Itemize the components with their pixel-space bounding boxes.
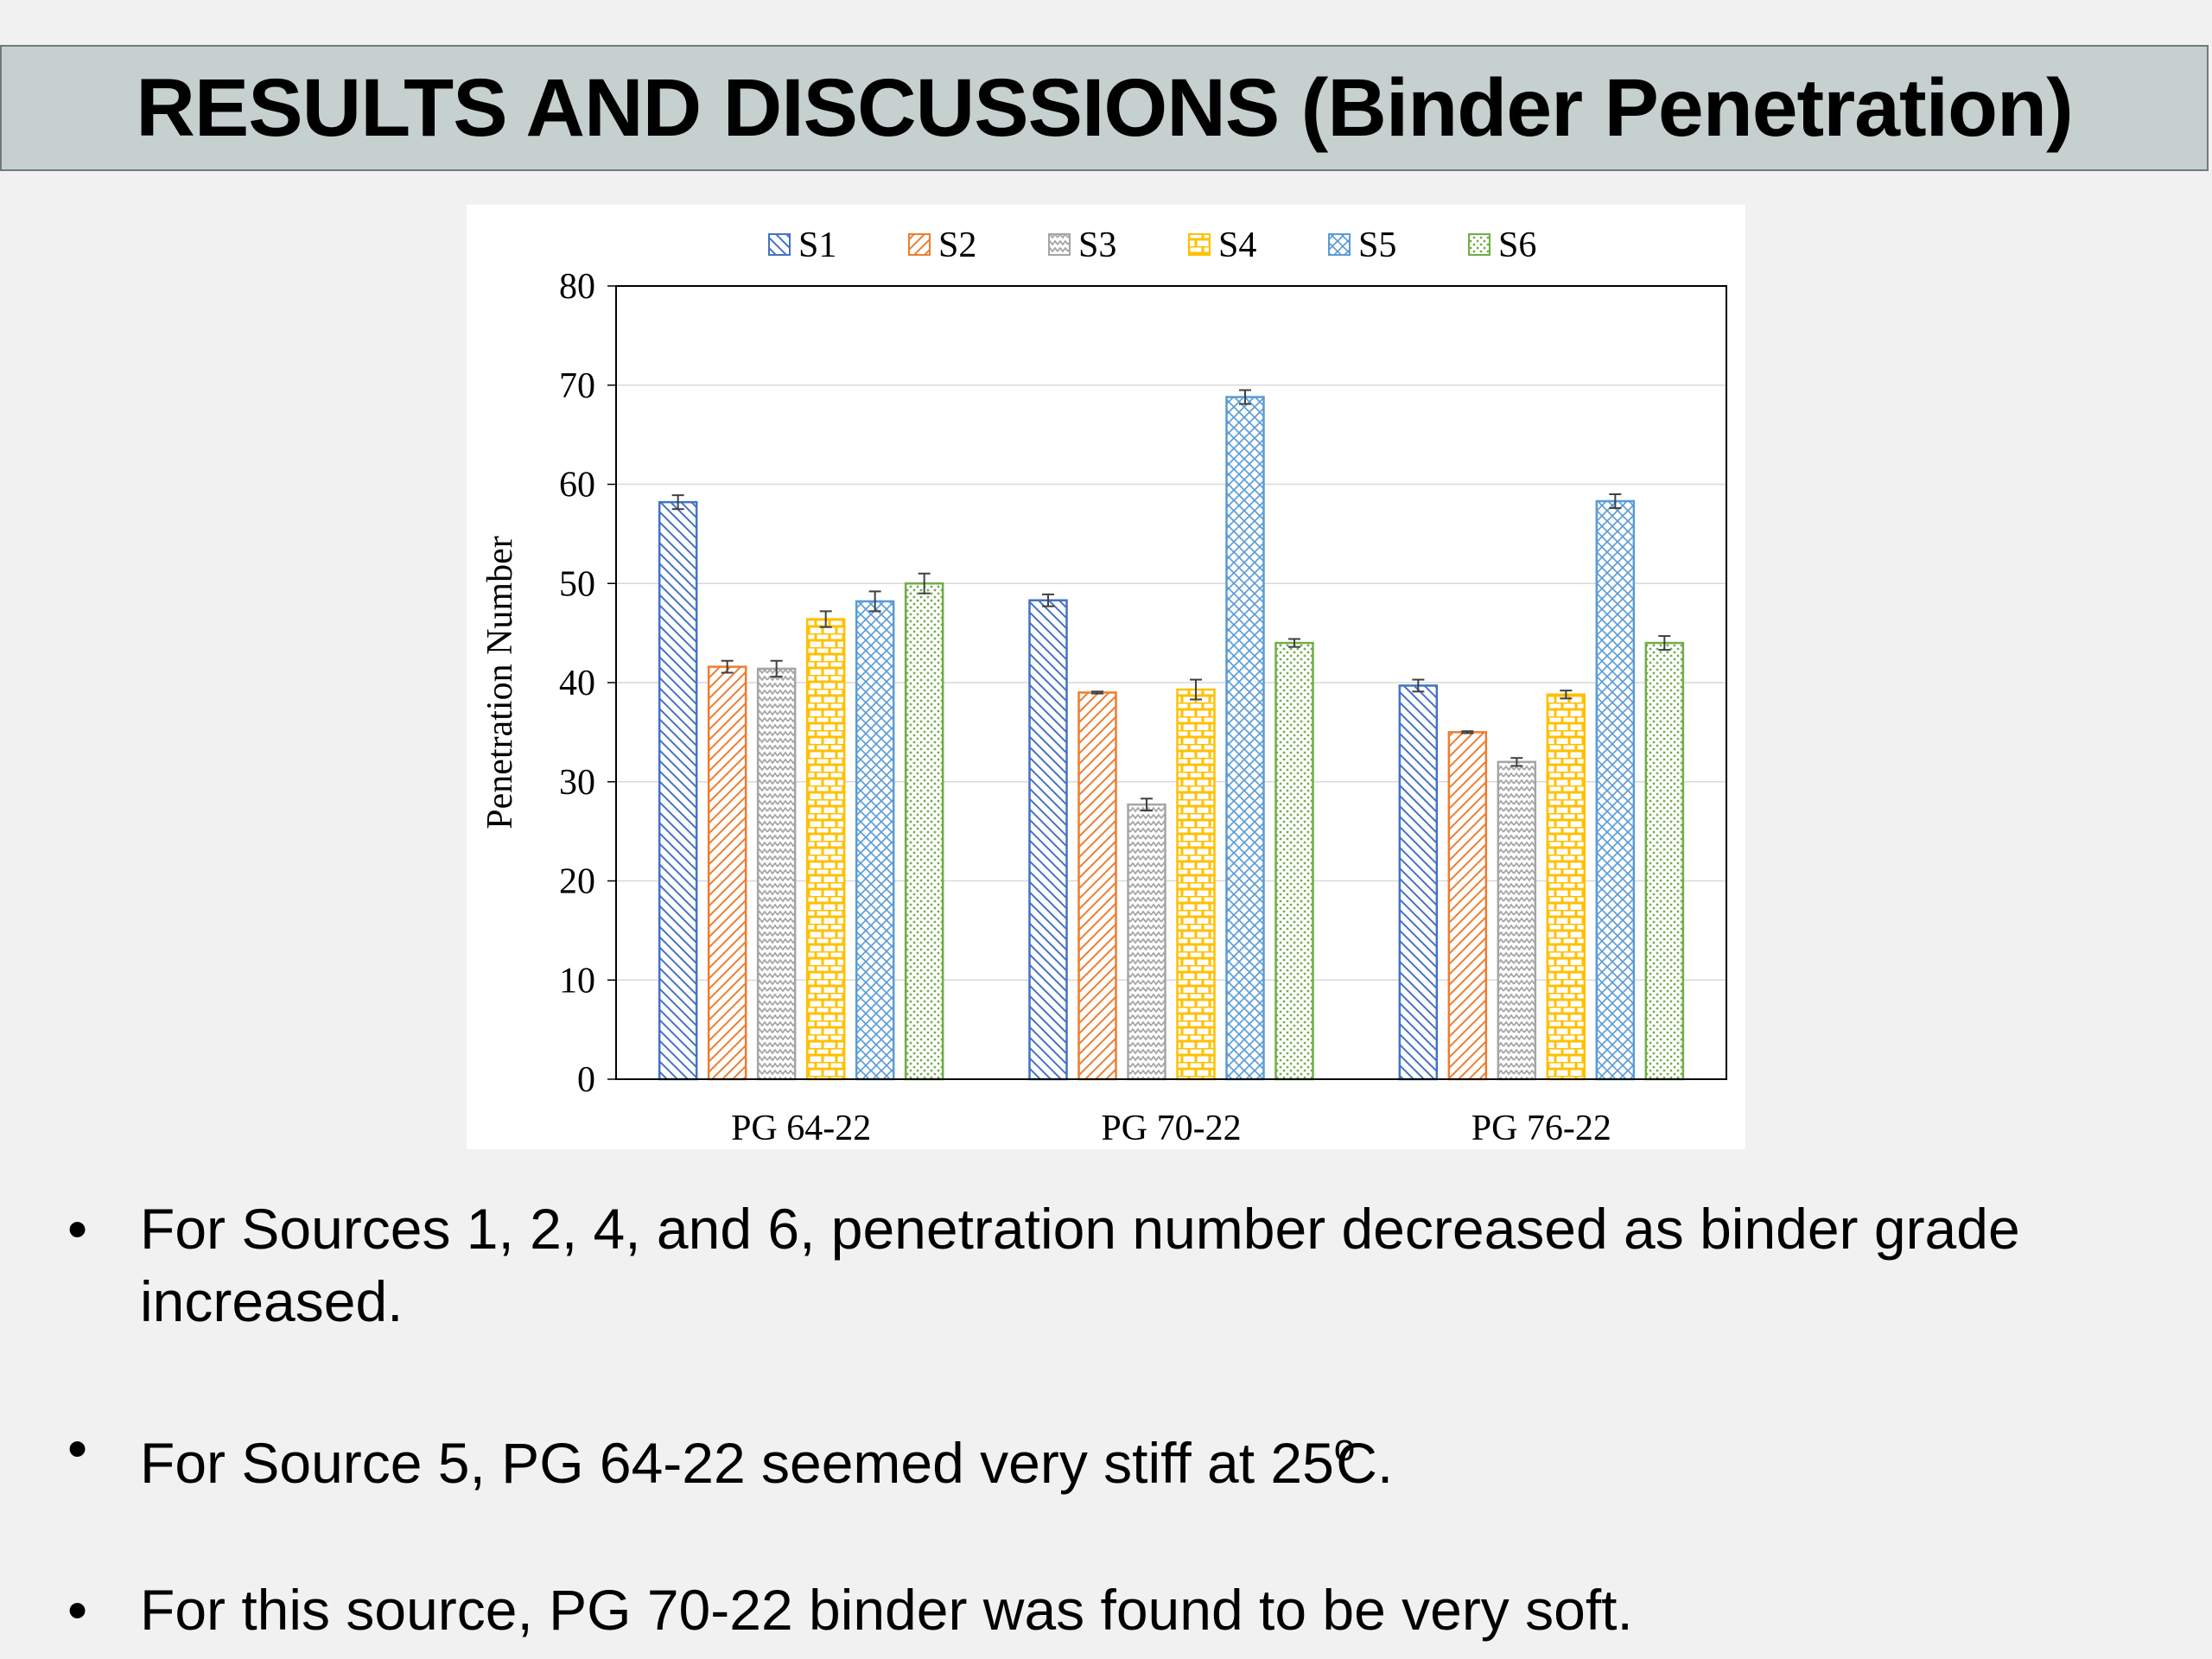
error-bar (918, 572, 931, 594)
y-tick-label: 20 (559, 862, 595, 902)
legend-label: S2 (938, 226, 976, 265)
bar-s2-0 (707, 665, 747, 1081)
bar-s5-1 (1225, 396, 1265, 1081)
bar-s1-2 (1398, 684, 1439, 1081)
bullet-marker: • (67, 1578, 88, 1642)
error-bar (1288, 638, 1300, 648)
legend-label: S1 (798, 226, 836, 265)
legend-swatch (908, 233, 931, 256)
bar-s2-2 (1447, 731, 1488, 1081)
x-tick-label: PG 76-22 (1471, 1109, 1611, 1148)
legend-swatch (1328, 233, 1351, 256)
plot-frame (615, 285, 1727, 1080)
error-bar (770, 659, 783, 678)
bar-s1-0 (658, 500, 698, 1081)
bullet-text: For Sources 1, 2, 4, and 6, penetration … (140, 1197, 2020, 1333)
bar-s3-0 (756, 667, 797, 1081)
error-bar (721, 659, 734, 674)
bullet-item: • For Source 5, PG 64-22 seemed very sti… (67, 1412, 2193, 1499)
y-tick-label: 80 (559, 267, 595, 307)
error-bar (868, 590, 881, 613)
bar-s2-1 (1077, 691, 1117, 1081)
bullet-marker: • (67, 1416, 88, 1480)
y-tick-label: 10 (559, 961, 595, 1001)
legend-swatch (1048, 233, 1071, 256)
slide-title: RESULTS AND DISCUSSIONS (Binder Penetrat… (136, 61, 2073, 154)
bar-s4-0 (805, 618, 846, 1081)
legend-swatch (1188, 233, 1211, 256)
bar-s3-2 (1497, 760, 1537, 1081)
bar-s5-0 (855, 600, 895, 1081)
degree-symbol: o (1333, 1427, 1356, 1469)
bar-s6-1 (1274, 641, 1314, 1081)
error-bar (1190, 678, 1202, 701)
chart-svg: 0 10 20 30 40 50 60 70 80 Penetration Number PG 64… (480, 226, 1727, 1148)
bullet-text-end: C. (1336, 1431, 1394, 1495)
bar-s6-0 (904, 582, 944, 1081)
y-tick-label: 40 (559, 664, 595, 703)
y-tick-label: 60 (559, 466, 595, 505)
error-bar (1141, 798, 1153, 812)
error-bar (671, 494, 684, 511)
bullet-item: • For Sources 1, 2, 4, and 6, penetratio… (67, 1192, 2193, 1338)
y-tick-label: 30 (559, 763, 595, 803)
legend-label: S5 (1358, 226, 1396, 265)
bars-layer (658, 396, 1685, 1081)
error-bar (1042, 593, 1054, 607)
error-bar (1658, 635, 1671, 652)
y-tick-label: 50 (559, 564, 595, 604)
bullet-text: For this source, PG 70-22 binder was fou… (140, 1578, 1633, 1642)
error-bar (1609, 493, 1622, 510)
bar-s5-2 (1595, 499, 1636, 1081)
bar-s4-1 (1176, 688, 1216, 1081)
x-tick-label: PG 70-22 (1101, 1109, 1241, 1148)
y-axis-label: Penetration Number (480, 536, 520, 829)
legend-label: S6 (1498, 226, 1536, 265)
y-tick-label: 70 (559, 366, 595, 406)
legend-swatch (768, 233, 791, 256)
error-bar (1412, 678, 1425, 693)
grid-layer (616, 385, 1726, 981)
x-tick-label: PG 64-22 (731, 1109, 871, 1148)
axis-layer: 0 10 20 30 40 50 60 70 80 Penetration Number PG 64… (480, 267, 1727, 1148)
slide-title-bar: RESULTS AND DISCUSSIONS (Binder Penetrat… (0, 45, 2209, 171)
bullet-item: • For this source, PG 70-22 binder was f… (67, 1573, 2193, 1646)
error-bar (1461, 730, 1474, 734)
legend: S1 S2 S3 S4 S5 S6 (768, 226, 1536, 265)
bar-s1-1 (1028, 599, 1068, 1081)
legend-label: S3 (1078, 226, 1116, 265)
bullet-text: For Source 5, PG 64-22 seemed very stiff… (140, 1431, 1334, 1495)
error-bar (819, 610, 832, 628)
error-bar (1560, 690, 1573, 700)
bullet-marker: • (67, 1197, 88, 1261)
error-bar (1510, 757, 1523, 767)
bar-s4-2 (1546, 693, 1586, 1081)
bar-chart: 0 10 20 30 40 50 60 70 80 Penetration Number PG 64… (467, 205, 1745, 1149)
bar-s3-1 (1127, 803, 1166, 1081)
legend-label: S4 (1218, 226, 1256, 265)
error-bar (1239, 389, 1251, 405)
legend-swatch (1468, 233, 1491, 256)
error-bar (1091, 690, 1103, 695)
error-bars-layer (671, 389, 1671, 812)
y-tick-label: 0 (577, 1060, 595, 1100)
bar-s6-2 (1644, 641, 1685, 1081)
bullet-list: • For Sources 1, 2, 4, and 6, penetratio… (67, 1192, 2193, 1646)
